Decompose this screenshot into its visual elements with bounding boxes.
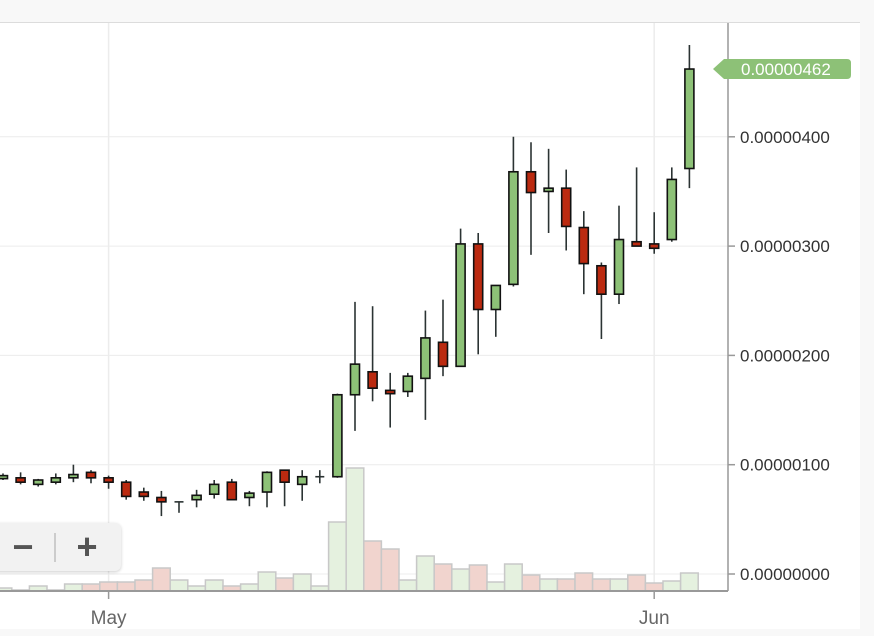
volume-bar [398, 579, 418, 592]
volume-bar [63, 583, 83, 592]
candle-body [120, 481, 132, 498]
candle-body [244, 492, 255, 499]
volume-bar [451, 568, 471, 592]
axes: 0.00000000 0.00000100 0.00000200 0.00000300… [0, 23, 851, 629]
volume-bar [521, 574, 541, 592]
volume-bar [679, 572, 699, 592]
volume-bar [99, 581, 119, 592]
candlestick-chart[interactable]: 0.00000000 0.00000100 0.00000200 0.00000300… [0, 23, 860, 629]
volume-bar [556, 578, 576, 592]
candle-body [103, 477, 114, 483]
candle-body [543, 187, 554, 193]
y-tick-label: 0.00000100 [740, 456, 830, 475]
candle-body [349, 363, 361, 396]
candle-body [596, 264, 607, 295]
volume-bar [345, 467, 365, 592]
candle-body [648, 243, 660, 250]
candles [0, 44, 695, 517]
candle-body [32, 479, 44, 486]
volume-bar [275, 577, 295, 592]
candle-body [508, 170, 519, 286]
candle-body [156, 496, 167, 503]
y-tick-label: 0.00000300 [740, 237, 830, 256]
candle-body [613, 238, 625, 295]
volume-bar [662, 580, 682, 592]
y-tick-label: 0.00000400 [740, 128, 830, 147]
candle-body [261, 471, 273, 493]
volume-bar [257, 571, 277, 592]
candle-body [68, 473, 79, 479]
zoom-divider [54, 533, 56, 562]
volume-bar [116, 581, 136, 592]
volume-bar [644, 582, 664, 592]
candle-body [578, 226, 590, 265]
candle-body [684, 68, 695, 170]
candle-body [279, 469, 290, 483]
volume-bar [292, 573, 312, 592]
candle-body [437, 341, 449, 368]
candle-body [420, 337, 431, 380]
x-tick-label: May [91, 608, 127, 629]
zoom-in-button[interactable]: + [76, 526, 98, 567]
volume-bar [327, 521, 347, 592]
volume-bar [539, 578, 559, 592]
candle-body [208, 483, 220, 496]
zoom-controls: − + [0, 523, 121, 571]
candle-body [384, 389, 396, 395]
candle-body [490, 284, 502, 311]
volume-bar [591, 578, 611, 592]
volume-bar [151, 567, 171, 592]
last-price-label: 0.00000462 [741, 60, 831, 79]
gridlines [0, 23, 728, 591]
volume-bar [204, 579, 224, 592]
volume-bar [380, 548, 400, 592]
volume-bar [468, 564, 488, 592]
volume-bar [574, 572, 594, 592]
candle-body [191, 494, 202, 501]
volume-bar [239, 583, 259, 592]
candle-body [472, 243, 484, 311]
y-tick-label: 0.00000200 [740, 346, 830, 365]
volume-bar [134, 579, 154, 592]
candle-body [560, 187, 572, 228]
candle-body [666, 178, 678, 241]
candle-body [332, 393, 343, 478]
volume-bar [486, 581, 506, 592]
candle-body [631, 240, 642, 247]
volume-bar [627, 574, 647, 592]
candle-body [296, 475, 308, 486]
volume-bar [433, 563, 453, 592]
last-price-badge [713, 59, 851, 80]
volume-bar [363, 540, 383, 592]
x-tick-label: Jun [639, 608, 670, 629]
volume-bar [169, 579, 189, 592]
candle-body [455, 243, 466, 368]
volume-bar [503, 563, 523, 592]
candle-body [525, 170, 537, 194]
candle-body [226, 481, 238, 501]
candle-body [367, 370, 378, 389]
candle-body [15, 477, 26, 483]
chart-panel: 0.00000000 0.00000100 0.00000200 0.00000300… [0, 22, 860, 629]
zoom-out-button[interactable]: − [12, 526, 34, 567]
candle-body [85, 471, 97, 479]
volume-bar [81, 583, 101, 592]
y-tick-label: 0.00000000 [740, 565, 830, 584]
candle-body [138, 491, 150, 498]
candle-body [402, 375, 414, 393]
candle-body [0, 474, 9, 480]
candle-body [50, 477, 62, 483]
volume-bar [609, 578, 629, 592]
volume-bar [415, 555, 435, 592]
